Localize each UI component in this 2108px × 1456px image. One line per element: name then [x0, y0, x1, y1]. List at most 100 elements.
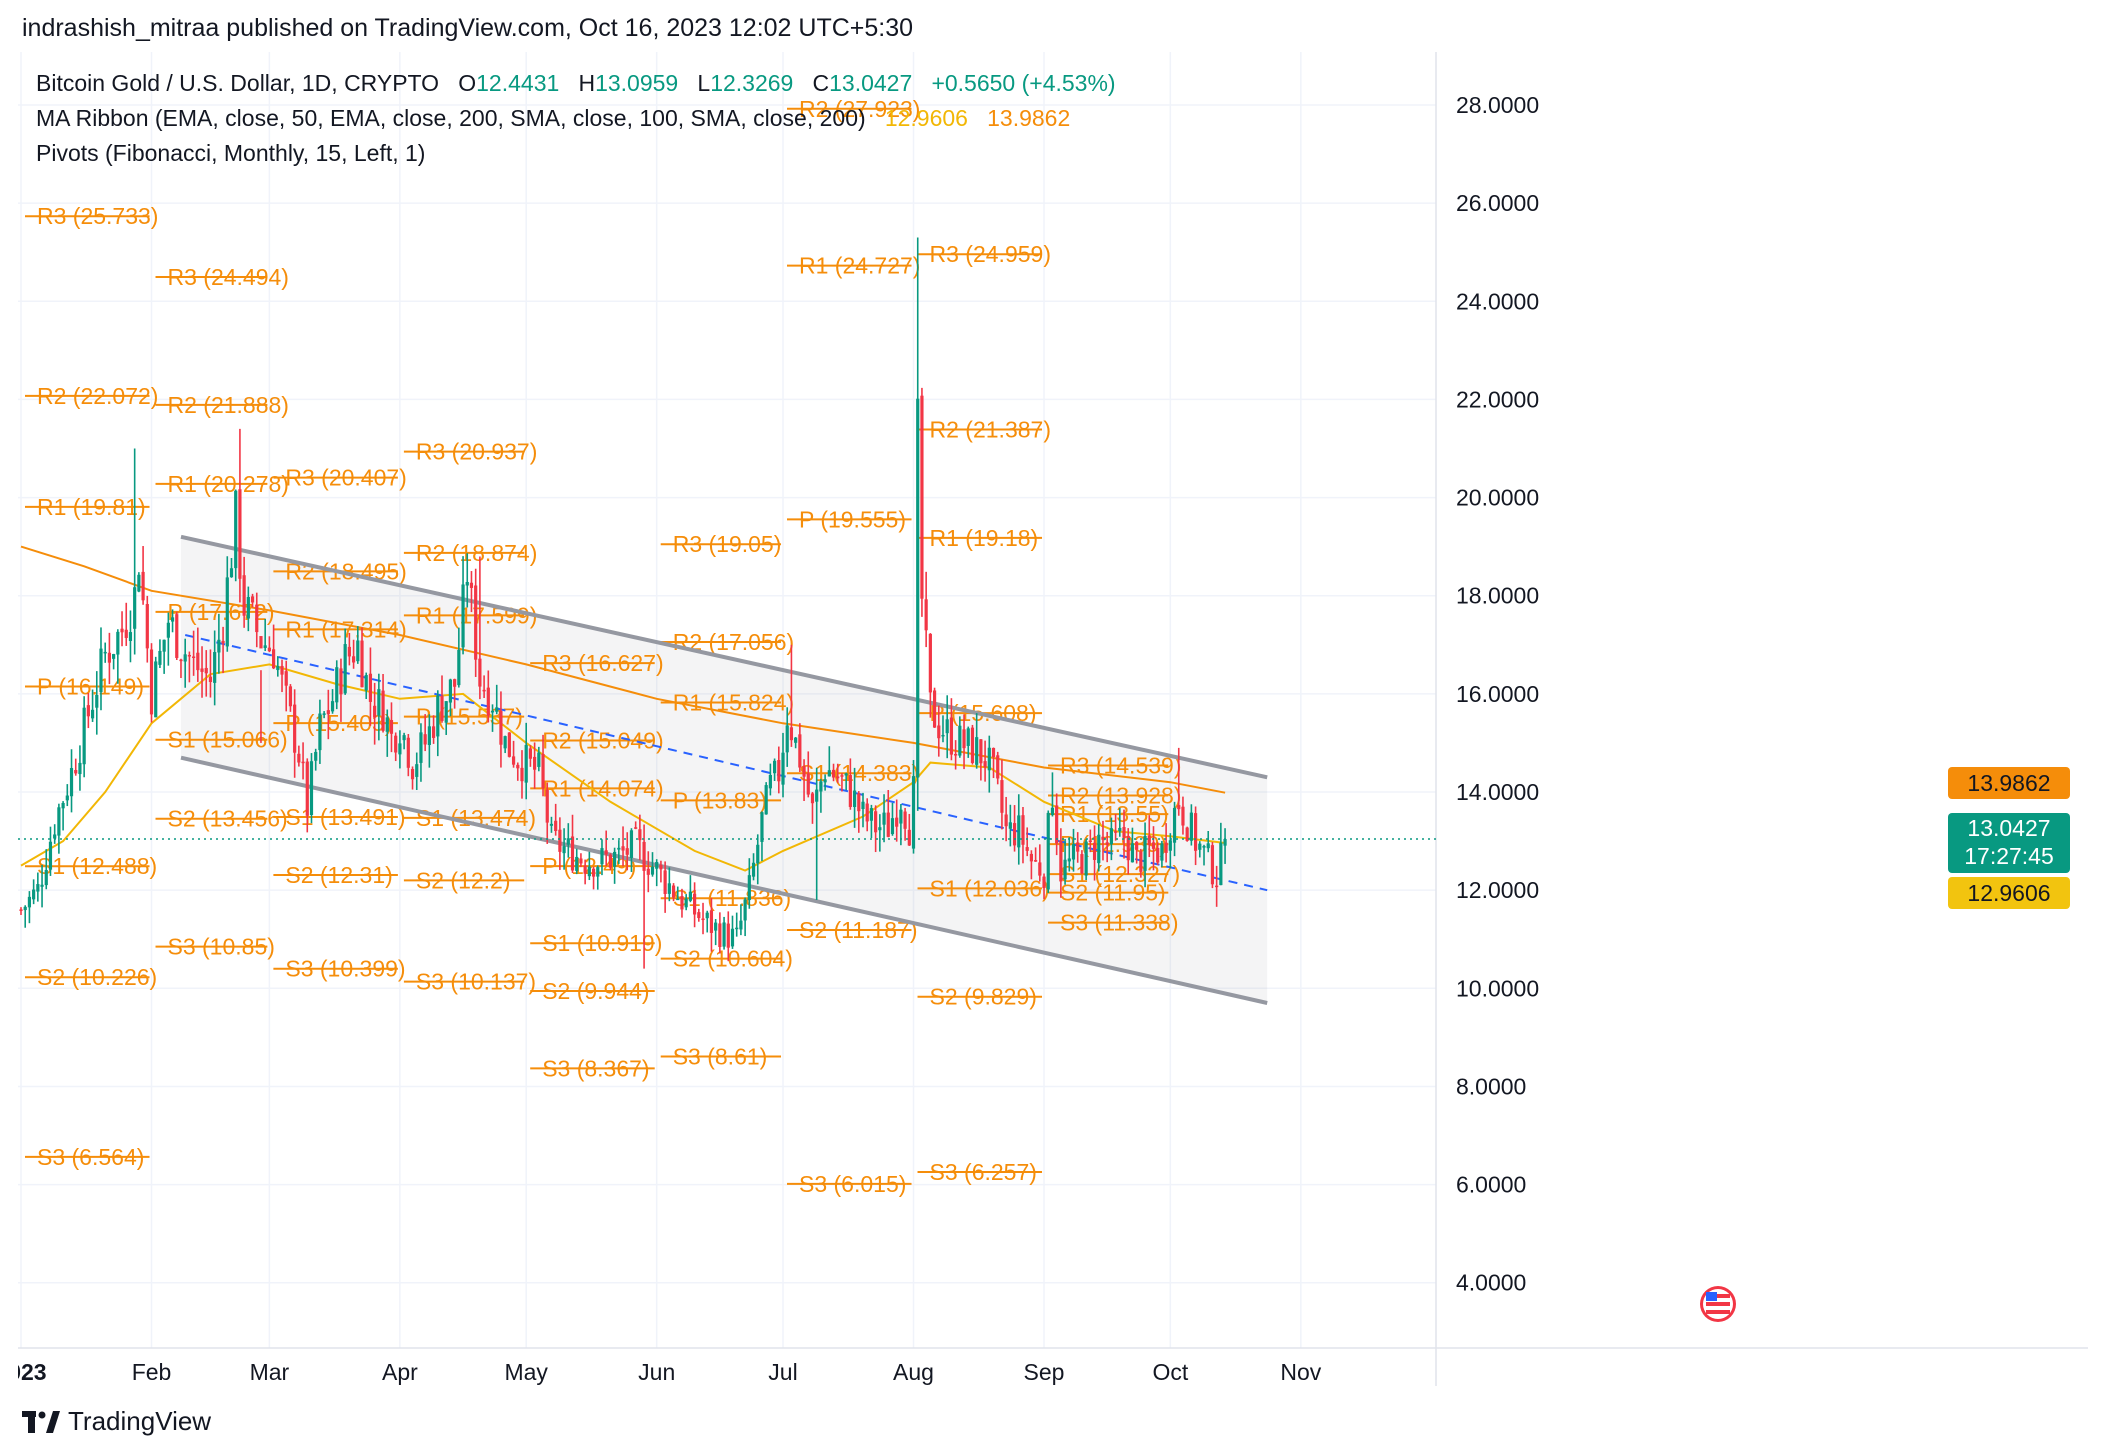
channel-upper-line	[180, 534, 1268, 780]
tradingview-logo[interactable]: TradingView	[22, 1406, 211, 1437]
ma200-price-badge: 13.9862	[1948, 767, 2070, 799]
candle-body	[482, 689, 486, 692]
candle-body	[958, 725, 962, 756]
candle-body	[760, 812, 764, 842]
candle-body	[1080, 854, 1084, 874]
candle-body	[356, 640, 360, 662]
candle-body	[511, 756, 516, 765]
candle-body	[360, 640, 364, 688]
candle-body	[112, 654, 116, 659]
pivot-label: R1 (19.18)	[930, 525, 1039, 551]
candle-body	[1223, 838, 1227, 846]
candle-body	[309, 761, 314, 815]
candle-body	[676, 898, 680, 901]
candle-body	[659, 865, 663, 870]
time-tick-label: Jun	[638, 1359, 675, 1385]
candle-body	[440, 696, 444, 721]
candle-body	[107, 652, 112, 663]
pivot-label: S2 (10.604)	[673, 946, 793, 972]
pivot-label: R2 (21.888)	[168, 392, 289, 418]
candle-body	[23, 906, 27, 911]
candle-body	[86, 705, 90, 717]
price-tick-label: 18.0000	[1456, 583, 1539, 609]
candle-body	[1177, 805, 1181, 810]
candle-body	[175, 614, 179, 658]
candle-body	[1219, 842, 1223, 886]
legend-ma-label[interactable]: MA Ribbon (EMA, close, 50, EMA, close, 2…	[36, 105, 866, 131]
pivot-label: R3 (24.494)	[168, 264, 289, 290]
candle-body	[575, 856, 579, 871]
legend-ma-row[interactable]: MA Ribbon (EMA, close, 50, EMA, close, 2…	[36, 105, 1070, 132]
candle-body	[1050, 807, 1055, 816]
candle-body	[570, 836, 575, 871]
pivot-label: S1 (12.488)	[37, 853, 157, 879]
pivot-label: R3 (14.539)	[1060, 753, 1181, 779]
candle-body	[1012, 823, 1017, 846]
pivot-label: S1 (12.327)	[1060, 861, 1180, 887]
candle-body	[305, 761, 309, 816]
candle-body	[537, 752, 541, 767]
candle-body	[1160, 843, 1164, 861]
candle-body	[238, 489, 242, 579]
candle-body	[924, 599, 928, 631]
candle-body	[987, 747, 991, 771]
candle-body	[474, 585, 478, 660]
candle-body	[398, 743, 402, 755]
candle-body	[827, 770, 831, 777]
candle-body	[865, 803, 869, 822]
candle-body	[402, 735, 406, 741]
price-chart[interactable]: R3 (25.733) R2 (22.072) R1 (19.81) P (16.14…	[18, 52, 2088, 1386]
pivot-label: R2 (13.928)	[1060, 783, 1181, 809]
pivot-label: S3 (10.85)	[168, 934, 275, 960]
pivot-levels: R3 (25.733) R2 (22.072) R1 (19.81) P (16.14…	[25, 96, 1181, 1197]
pivot-label: S1 (12.036)	[930, 875, 1050, 901]
candle-body	[419, 732, 423, 763]
pivot-label: S3 (10.399)	[285, 956, 405, 982]
legend-symbol[interactable]: Bitcoin Gold / U.S. Dollar, 1D, CRYPTO	[36, 70, 440, 96]
pivot-label: R2 (21.387)	[930, 417, 1051, 443]
candle-body	[1193, 813, 1198, 851]
candle-body	[932, 690, 937, 728]
candle-body	[1021, 815, 1025, 845]
candle-body	[330, 701, 335, 712]
pivot-label: P (16.149)	[37, 674, 144, 700]
legend-pivots-row[interactable]: Pivots (Fibonacci, Monthly, 15, Left, 1)	[36, 140, 425, 167]
candle-body	[751, 862, 756, 877]
pivot-label: S3 (11.338)	[1060, 910, 1178, 936]
candle-body	[103, 651, 107, 654]
candle-body	[646, 868, 650, 875]
candle-body	[1034, 860, 1038, 862]
candle-body	[415, 764, 419, 777]
candle-body	[457, 649, 461, 686]
price-axis: 4.0000 6.0000 8.0000 10.0000 12.0000 14.0000 1…	[1456, 92, 1539, 1296]
candle-body	[486, 687, 490, 716]
candle-body	[410, 769, 415, 780]
candle-body	[259, 636, 263, 649]
candle-body	[604, 850, 608, 855]
pivot-label: R1 (20.278)	[168, 471, 289, 497]
candle-body	[802, 765, 806, 777]
candle-body	[730, 928, 735, 947]
candle-body	[1143, 835, 1147, 871]
candle-body	[709, 910, 714, 933]
candle-body	[650, 866, 655, 875]
pivot-label: S2 (9.829)	[930, 984, 1037, 1010]
time-tick-label: Mar	[250, 1359, 290, 1385]
candle-body	[1181, 806, 1185, 826]
candle-body	[229, 568, 234, 578]
candle-body	[899, 809, 903, 824]
candle-body	[823, 779, 827, 783]
candle-body	[768, 774, 772, 789]
flag-icon[interactable]	[1700, 1286, 1736, 1322]
legend-pivots-label[interactable]: Pivots (Fibonacci, Monthly, 15, Left, 1)	[36, 140, 426, 166]
pivot-label: S1 (13.474)	[416, 805, 536, 831]
candle-body	[608, 854, 612, 868]
candle-body	[124, 629, 128, 638]
candle-body	[162, 639, 166, 652]
candle-body	[566, 838, 570, 845]
candle-body	[1164, 842, 1168, 853]
candle-body	[208, 676, 213, 683]
candle-body	[693, 893, 697, 915]
candle-body	[95, 695, 99, 708]
candle-body	[613, 851, 617, 867]
